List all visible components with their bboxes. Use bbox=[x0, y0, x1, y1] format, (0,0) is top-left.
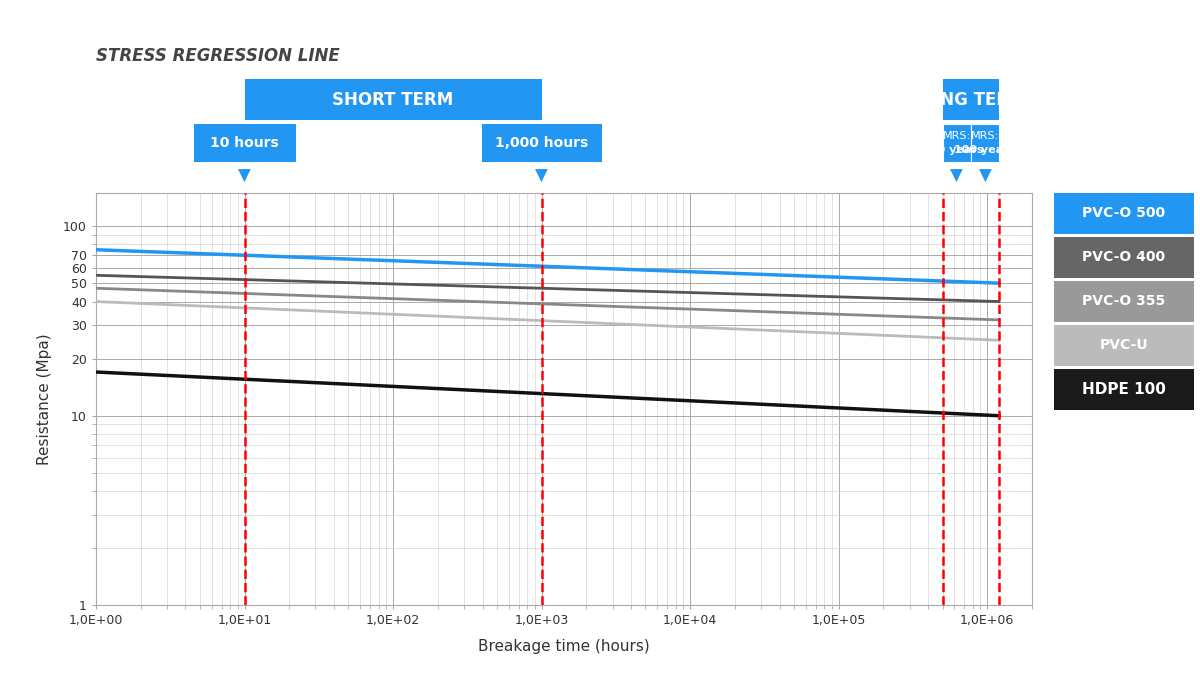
Text: HDPE 100: HDPE 100 bbox=[1082, 382, 1165, 397]
Y-axis label: Resistance (Mpa): Resistance (Mpa) bbox=[37, 333, 52, 465]
Text: MRS:: MRS: bbox=[943, 131, 971, 141]
Text: PVC-O 500: PVC-O 500 bbox=[1082, 206, 1165, 220]
Text: 10 hours: 10 hours bbox=[210, 136, 278, 150]
Text: MRS:: MRS: bbox=[971, 131, 998, 141]
Text: 50 years: 50 years bbox=[930, 145, 984, 155]
Text: ▼: ▼ bbox=[238, 166, 251, 184]
Text: PVC-O 400: PVC-O 400 bbox=[1082, 250, 1165, 264]
Text: 100 years: 100 years bbox=[954, 145, 1015, 155]
Text: PVC-U: PVC-U bbox=[1099, 338, 1148, 352]
Text: ▼: ▼ bbox=[535, 166, 548, 184]
Text: LONG TERM: LONG TERM bbox=[916, 91, 1026, 109]
Text: ▼: ▼ bbox=[950, 166, 964, 184]
Text: STRESS REGRESSION LINE: STRESS REGRESSION LINE bbox=[96, 47, 340, 65]
Text: ▼: ▼ bbox=[978, 166, 991, 184]
Text: PVC-O 355: PVC-O 355 bbox=[1082, 294, 1165, 308]
X-axis label: Breakage time (hours): Breakage time (hours) bbox=[478, 638, 650, 654]
Text: SHORT TERM: SHORT TERM bbox=[332, 91, 454, 109]
Text: 1,000 hours: 1,000 hours bbox=[496, 136, 588, 150]
